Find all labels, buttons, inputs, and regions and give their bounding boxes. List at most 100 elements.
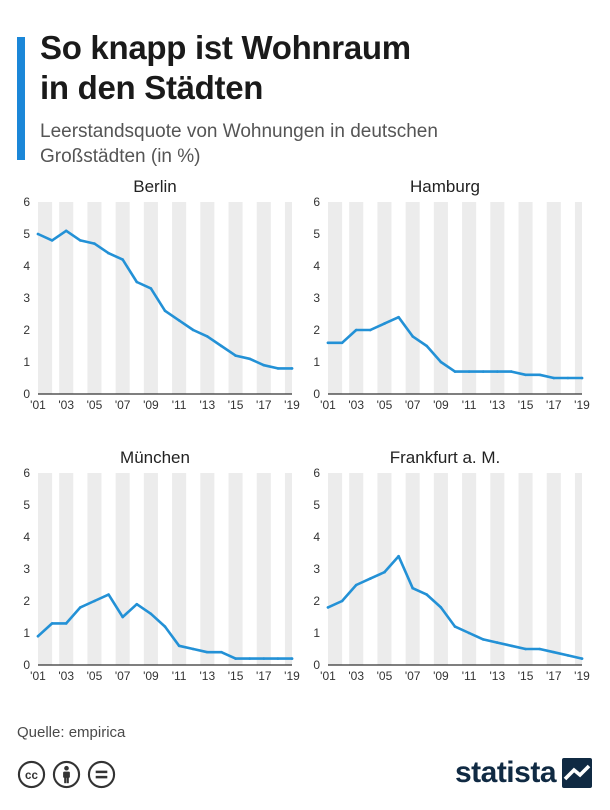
y-tick-label: 3 xyxy=(313,562,320,576)
brand-logo[interactable]: statista xyxy=(455,756,592,790)
year-stripe xyxy=(284,202,292,394)
x-tick-label: '13 xyxy=(490,669,506,683)
data-point xyxy=(439,606,443,609)
y-tick-label: 6 xyxy=(313,195,320,209)
x-tick-label: '01 xyxy=(30,669,46,683)
data-point xyxy=(496,641,499,644)
y-tick-label: 6 xyxy=(313,466,320,480)
year-stripe xyxy=(328,202,343,394)
data-point xyxy=(340,341,344,345)
data-point xyxy=(64,622,68,625)
y-tick-label: 4 xyxy=(313,530,320,544)
data-point xyxy=(439,360,443,364)
series-line xyxy=(36,229,294,370)
x-tick-label: '05 xyxy=(87,398,103,412)
data-point xyxy=(36,634,40,638)
data-point xyxy=(93,242,96,245)
page-title: So knapp ist Wohnraum in den Städten xyxy=(40,28,580,108)
year-stripe xyxy=(200,202,215,394)
data-point xyxy=(93,599,96,603)
year-stripe xyxy=(328,473,343,665)
x-tick-label: '07 xyxy=(115,669,131,683)
data-point xyxy=(149,287,153,290)
year-stripe xyxy=(377,202,392,394)
data-point xyxy=(163,309,167,313)
x-tick-label: '13 xyxy=(200,669,216,683)
x-tick-label: '03 xyxy=(348,398,364,412)
subtitle-line-2: Großstädten (in %) xyxy=(40,146,201,167)
x-tick-label: '11 xyxy=(462,669,477,683)
y-tick-label: 0 xyxy=(23,387,30,401)
data-point xyxy=(149,612,153,616)
chart-title: Hamburg xyxy=(410,177,480,196)
data-point xyxy=(234,657,237,660)
y-tick-label: 4 xyxy=(23,259,30,273)
data-point xyxy=(50,239,54,242)
year-stripe xyxy=(349,473,364,665)
cc-icon[interactable]: cc xyxy=(17,760,46,789)
chart-title: München xyxy=(120,448,190,467)
y-tick-label: 3 xyxy=(23,291,30,305)
year-stripe xyxy=(546,202,561,394)
line-chart-berlin: Berlin 0 1 2 3 4 5 6 '01 '03 '05 '07 '09 '11 '13 '15 '17… xyxy=(23,177,300,412)
data-point xyxy=(354,328,358,332)
line-chart-frankfurt: Frankfurt a. M. 0 1 2 3 4 5 6 '01 '03 '05 '07 '09 '11… xyxy=(313,448,590,683)
x-tick-label: '13 xyxy=(200,398,216,412)
data-point xyxy=(107,251,110,255)
nd-equal-icon[interactable] xyxy=(87,760,116,789)
data-point xyxy=(220,344,223,348)
x-tick-label: '11 xyxy=(462,398,477,412)
year-stripe xyxy=(38,473,53,665)
data-point xyxy=(496,370,499,373)
data-point xyxy=(453,370,457,373)
data-point xyxy=(326,606,330,609)
year-stripe xyxy=(87,202,102,394)
y-tick-label: 6 xyxy=(23,466,30,480)
year-stripe xyxy=(405,202,420,394)
data-point xyxy=(397,315,400,319)
data-point xyxy=(411,335,414,338)
title-line-2: in den Städten xyxy=(40,69,264,106)
data-point xyxy=(177,644,181,648)
chart-panel-berlin: Berlin 0 1 2 3 4 5 6 '01 '03 '05 '07 '09 '11 '13 '15 '17… xyxy=(10,172,300,412)
data-point xyxy=(538,647,541,651)
x-tick-label: '13 xyxy=(490,398,506,412)
y-tick-label: 4 xyxy=(23,530,30,544)
year-stripe xyxy=(574,202,582,394)
y-tick-label: 2 xyxy=(313,323,320,337)
data-point xyxy=(510,370,513,373)
data-point xyxy=(121,258,124,261)
data-point xyxy=(220,650,223,654)
subtitle-line-1: Leerstandsquote von Wohnungen in deutsch… xyxy=(40,121,438,142)
year-stripe xyxy=(518,202,533,394)
accent-bar xyxy=(17,37,25,160)
data-point xyxy=(425,593,429,596)
y-tick-label: 1 xyxy=(313,626,320,640)
year-stripe xyxy=(87,473,102,665)
y-tick-label: 2 xyxy=(23,323,30,337)
year-stripe xyxy=(59,202,74,394)
y-tick-label: 1 xyxy=(23,626,30,640)
y-tick-label: 5 xyxy=(23,227,30,241)
y-tick-label: 4 xyxy=(313,259,320,273)
data-point xyxy=(36,232,40,236)
x-tick-label: '09 xyxy=(433,669,449,683)
year-stripe xyxy=(256,473,271,665)
x-tick-label: '05 xyxy=(377,398,393,412)
year-stripe xyxy=(115,202,130,394)
data-point xyxy=(290,657,294,660)
year-stripe xyxy=(143,473,158,665)
year-stripe xyxy=(172,202,187,394)
x-tick-label: '07 xyxy=(405,669,421,683)
data-point xyxy=(467,631,471,635)
x-tick-label: '17 xyxy=(256,669,272,683)
brand-name: statista xyxy=(454,756,557,789)
y-tick-label: 6 xyxy=(23,195,30,209)
subtitle: Leerstandsquote von Wohnungen in deutsch… xyxy=(40,119,560,169)
x-tick-label: '11 xyxy=(172,669,187,683)
data-point xyxy=(248,657,251,660)
x-tick-label: '15 xyxy=(518,669,534,683)
chart-title: Berlin xyxy=(133,177,176,196)
by-person-icon[interactable] xyxy=(52,760,81,789)
x-tick-label: '15 xyxy=(518,398,534,412)
